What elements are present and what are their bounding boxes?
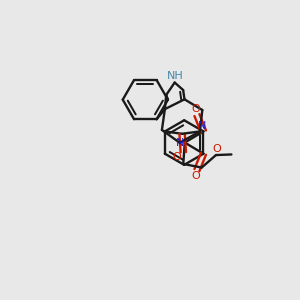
- Text: N: N: [176, 138, 184, 148]
- Text: O: O: [192, 104, 200, 114]
- Text: N: N: [198, 122, 206, 131]
- Text: O: O: [192, 171, 200, 181]
- Text: NH: NH: [167, 71, 183, 81]
- Text: O: O: [212, 144, 221, 154]
- Text: O: O: [173, 152, 182, 162]
